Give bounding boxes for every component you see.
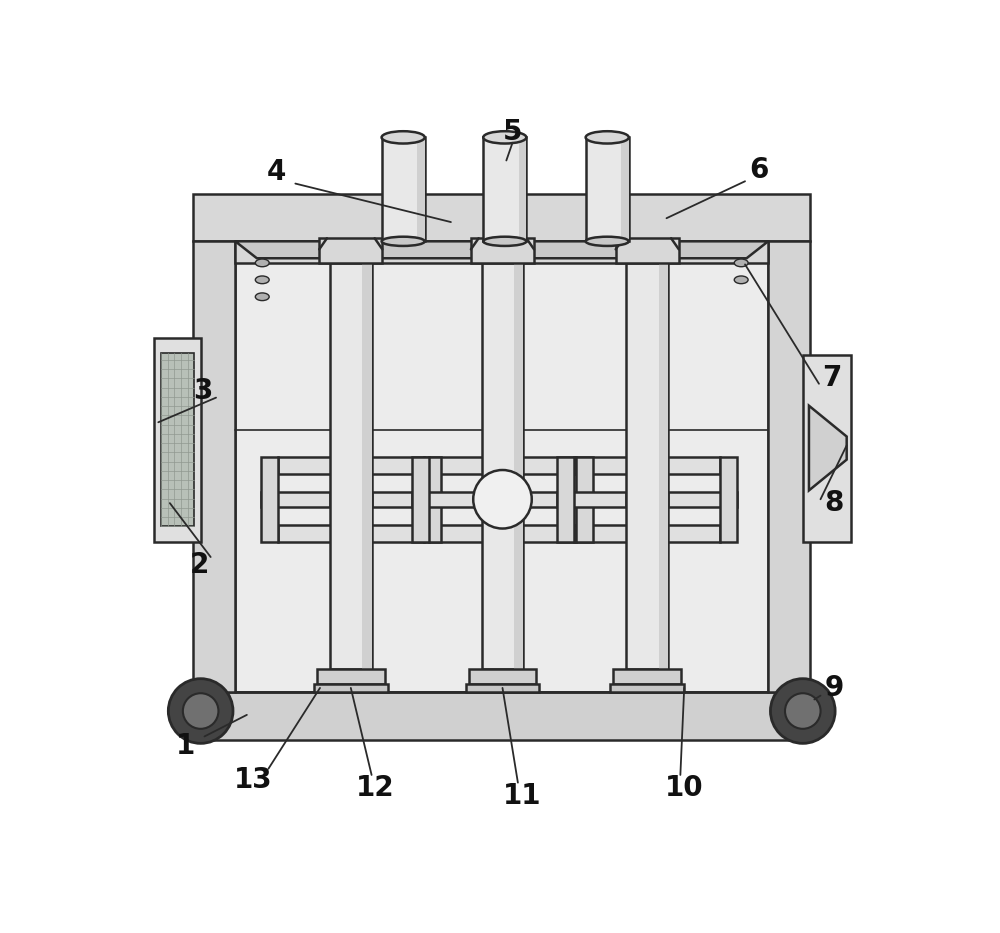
Polygon shape	[330, 263, 372, 669]
Polygon shape	[483, 137, 526, 242]
Polygon shape	[557, 492, 626, 507]
Polygon shape	[768, 242, 810, 691]
Polygon shape	[261, 457, 278, 542]
Polygon shape	[576, 457, 593, 542]
Polygon shape	[626, 263, 668, 669]
Ellipse shape	[483, 237, 526, 246]
Text: 13: 13	[234, 766, 272, 794]
Text: 3: 3	[193, 378, 213, 406]
Text: 10: 10	[665, 774, 704, 802]
Polygon shape	[261, 492, 330, 507]
Text: 11: 11	[502, 782, 541, 810]
Ellipse shape	[382, 132, 425, 144]
Polygon shape	[803, 355, 851, 542]
Ellipse shape	[586, 237, 629, 246]
Polygon shape	[809, 406, 847, 491]
Polygon shape	[235, 242, 768, 258]
Text: 9: 9	[825, 674, 844, 702]
Polygon shape	[193, 242, 235, 691]
Polygon shape	[586, 137, 629, 242]
Polygon shape	[372, 492, 441, 507]
Polygon shape	[193, 691, 810, 740]
Text: 6: 6	[749, 156, 769, 184]
Text: 12: 12	[356, 774, 395, 802]
Polygon shape	[412, 457, 429, 542]
Polygon shape	[278, 457, 424, 474]
Polygon shape	[429, 457, 576, 474]
Text: 5: 5	[503, 118, 522, 146]
Ellipse shape	[586, 132, 629, 144]
Polygon shape	[471, 238, 534, 263]
Polygon shape	[574, 524, 720, 542]
Polygon shape	[417, 137, 425, 242]
Polygon shape	[424, 457, 441, 542]
Polygon shape	[621, 137, 629, 242]
Circle shape	[473, 470, 532, 528]
Ellipse shape	[255, 293, 269, 300]
Text: 7: 7	[822, 364, 842, 392]
Ellipse shape	[734, 276, 748, 284]
Polygon shape	[610, 684, 684, 691]
Ellipse shape	[483, 132, 526, 144]
Polygon shape	[154, 338, 201, 542]
Polygon shape	[720, 457, 737, 542]
Polygon shape	[466, 684, 539, 691]
Ellipse shape	[255, 276, 269, 284]
Text: 4: 4	[266, 158, 286, 186]
Polygon shape	[574, 457, 720, 474]
Text: 8: 8	[825, 489, 844, 517]
Polygon shape	[319, 238, 382, 263]
Polygon shape	[382, 137, 425, 242]
Polygon shape	[429, 524, 576, 542]
Polygon shape	[412, 492, 482, 507]
Polygon shape	[514, 263, 523, 669]
Polygon shape	[317, 669, 385, 684]
Circle shape	[183, 693, 218, 729]
Polygon shape	[235, 242, 768, 691]
Text: 2: 2	[189, 550, 209, 578]
Ellipse shape	[255, 259, 269, 267]
Polygon shape	[482, 263, 523, 669]
Polygon shape	[519, 137, 526, 242]
Text: 1: 1	[176, 731, 195, 759]
Polygon shape	[161, 353, 194, 526]
Polygon shape	[193, 193, 810, 242]
Polygon shape	[668, 492, 737, 507]
Polygon shape	[557, 457, 574, 542]
Polygon shape	[523, 492, 593, 507]
Circle shape	[168, 678, 233, 744]
Polygon shape	[469, 669, 536, 684]
Polygon shape	[314, 684, 388, 691]
Polygon shape	[616, 238, 679, 263]
Polygon shape	[235, 242, 768, 263]
Polygon shape	[659, 263, 668, 669]
Ellipse shape	[734, 259, 748, 267]
Circle shape	[785, 693, 821, 729]
Ellipse shape	[382, 237, 425, 246]
Circle shape	[770, 678, 835, 744]
Polygon shape	[362, 263, 372, 669]
Polygon shape	[278, 524, 424, 542]
Polygon shape	[613, 669, 681, 684]
